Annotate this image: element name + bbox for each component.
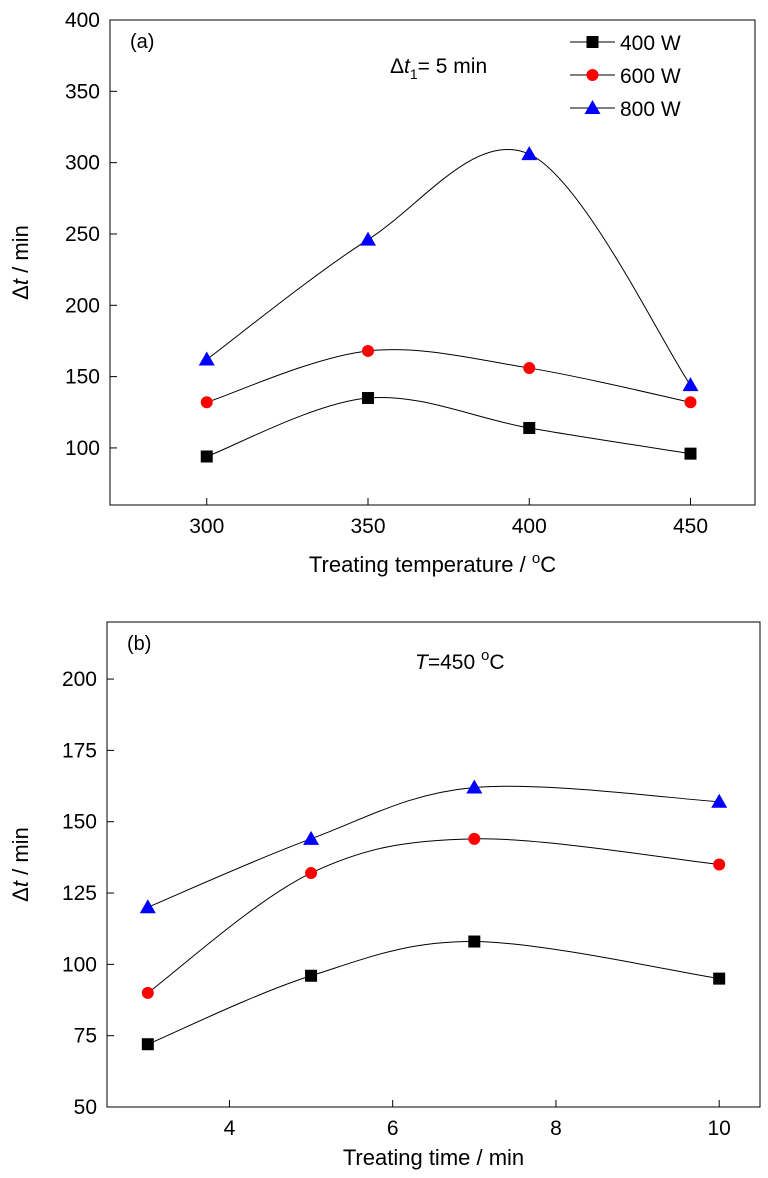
y-tick-label: 125 <box>62 882 97 905</box>
y-tick-label: 200 <box>65 294 100 317</box>
data-point <box>684 447 697 460</box>
legend-marker <box>586 36 599 48</box>
data-point <box>141 986 154 999</box>
x-axis-label: Treating temperature / oC <box>309 550 556 577</box>
x-tick-label: 350 <box>350 515 385 538</box>
y-tick-label: 400 <box>65 9 100 32</box>
x-tick-label: 300 <box>189 515 224 538</box>
series-line <box>206 148 691 386</box>
legend-label: 600 W <box>620 65 681 88</box>
data-point <box>141 1038 154 1051</box>
series-line <box>147 785 720 908</box>
data-point <box>713 972 726 985</box>
data-point <box>682 377 699 392</box>
x-tick-label: 8 <box>550 1117 562 1140</box>
x-tick-label: 6 <box>387 1117 399 1140</box>
panel-label: (b) <box>127 633 151 655</box>
y-tick-label: 50 <box>74 1096 97 1119</box>
panel-label: (a) <box>130 31 154 53</box>
plot-frame <box>109 19 756 506</box>
data-point <box>521 146 538 161</box>
y-tick-label: 100 <box>65 437 100 460</box>
y-tick-label: 250 <box>65 223 100 246</box>
x-tick-label: 400 <box>512 515 547 538</box>
data-point <box>362 344 374 357</box>
data-point <box>466 779 483 794</box>
x-tick-label: 4 <box>224 1117 236 1140</box>
y-tick-label: 300 <box>65 152 100 175</box>
data-point <box>468 935 481 948</box>
x-tick-label: 10 <box>708 1117 731 1140</box>
y-tick-label: 75 <box>74 1025 97 1048</box>
legend-marker <box>584 100 601 114</box>
data-point <box>139 899 156 914</box>
x-tick-label: 450 <box>673 515 708 538</box>
data-point <box>523 421 536 434</box>
data-point <box>468 832 481 845</box>
plot-frame <box>106 621 761 1108</box>
series-line <box>147 941 720 1045</box>
data-point <box>362 392 374 405</box>
series-line <box>206 349 691 403</box>
data-point <box>305 969 318 982</box>
y-tick-label: 175 <box>62 739 97 762</box>
y-axis-label: Δt / min <box>8 827 33 902</box>
data-point <box>303 830 320 845</box>
data-point <box>713 858 726 871</box>
data-point <box>305 867 318 880</box>
y-tick-label: 150 <box>65 366 100 389</box>
data-point <box>684 396 697 409</box>
annotation: T=450 oC <box>415 647 504 674</box>
x-axis-label: Treating time / min <box>343 1145 524 1170</box>
data-point <box>360 231 376 246</box>
data-point <box>198 351 215 366</box>
data-point <box>200 450 213 463</box>
series-line <box>206 396 691 457</box>
series-line <box>147 838 720 994</box>
annotation: Δt1= 5 min <box>390 55 487 82</box>
y-tick-label: 150 <box>62 811 97 834</box>
y-tick-label: 100 <box>62 953 97 976</box>
panel-b: 4 6 8 10 50 75 100 125 150 175 200 Treating time / … <box>8 621 761 1170</box>
data-point <box>523 362 536 375</box>
y-axis-label: Δt / min <box>8 225 33 300</box>
data-point <box>200 396 213 409</box>
legend-label: 400 W <box>620 32 681 55</box>
legend-label: 800 W <box>620 98 681 121</box>
panel-a: 300 350 400 450 100 150 200 250 300 350 400 Treatin… <box>8 9 756 577</box>
data-point <box>711 793 728 808</box>
y-tick-label: 350 <box>65 80 100 103</box>
legend-marker <box>586 69 599 81</box>
y-tick-label: 200 <box>62 668 97 691</box>
